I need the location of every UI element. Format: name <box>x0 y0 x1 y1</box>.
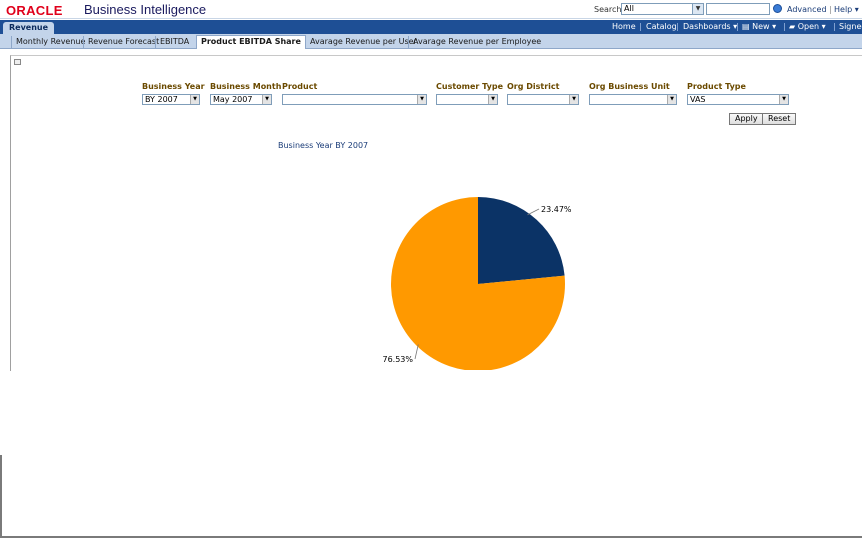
tab-average-revenue-per-user[interactable]: Avarage Revenue per User <box>305 36 421 49</box>
dashboard-name-tab[interactable]: Revenue <box>3 22 55 34</box>
tab-product-ebitda-share[interactable]: Product EBITDA Share <box>196 35 306 49</box>
prompt-label-org-business-unit: Org Business Unit <box>589 82 670 91</box>
chevron-down-icon[interactable]: ▼ <box>488 95 497 104</box>
tab-monthly-revenue[interactable]: Monthly Revenue <box>11 36 89 49</box>
nav-divider <box>640 23 641 31</box>
new-menu[interactable]: ▤ New ▾ <box>742 22 777 31</box>
open-menu[interactable]: ▰ Open ▾ <box>789 22 826 31</box>
window-border-left <box>0 455 2 538</box>
apply-button[interactable]: Apply <box>729 113 764 125</box>
prompt-label-org-district: Org District <box>507 82 560 91</box>
page-tab-strip: Monthly Revenue Revenue Forecast EBITDA … <box>0 34 862 49</box>
reset-button[interactable]: Reset <box>762 113 797 125</box>
header-divider: | <box>829 5 832 14</box>
collapse-section-icon[interactable] <box>14 59 21 65</box>
search-input[interactable] <box>706 3 770 15</box>
catalog-link[interactable]: Catalog <box>646 22 677 31</box>
pie-leader-line <box>527 208 540 216</box>
nav-divider <box>784 23 785 31</box>
dashboard-nav-bar: Revenue Home Catalog Dashboards ▾ ▤ New … <box>0 20 862 34</box>
chevron-down-icon[interactable]: ▼ <box>667 95 676 104</box>
signed-in-menu[interactable]: Signed <box>839 22 862 31</box>
business-year-value: BY 2007 <box>145 95 178 104</box>
chevron-down-icon[interactable]: ▼ <box>779 95 788 104</box>
chevron-down-icon[interactable]: ▼ <box>569 95 578 104</box>
open-label: Open <box>797 22 820 31</box>
search-scope-value: All <box>624 4 634 13</box>
advanced-search-link[interactable]: Advanced <box>787 5 827 14</box>
business-month-select[interactable]: May 2007 ▼ <box>210 94 272 105</box>
chevron-down-icon[interactable]: ▼ <box>262 95 271 104</box>
business-month-value: May 2007 <box>213 95 253 104</box>
product-type-value: VAS <box>690 95 706 104</box>
chevron-down-icon[interactable]: ▼ <box>190 95 199 104</box>
nav-divider <box>677 23 678 31</box>
prompt-label-business-month: Business Month <box>210 82 282 91</box>
prompt-label-customer-type: Customer Type <box>436 82 504 91</box>
window-border-bottom <box>0 536 862 538</box>
pie-slice-orange[interactable] <box>391 197 565 370</box>
search-label: Search <box>594 5 622 14</box>
nav-divider <box>737 23 738 31</box>
nav-divider <box>834 23 835 31</box>
product-type-select[interactable]: VAS ▼ <box>687 94 789 105</box>
pie-label-orange: 76.53% <box>382 355 413 364</box>
product-name: Business Intelligence <box>84 2 207 17</box>
chevron-down-icon[interactable]: ▼ <box>692 4 703 14</box>
customer-type-select[interactable]: ▼ <box>436 94 498 105</box>
folder-icon: ▰ <box>789 22 796 31</box>
chevron-down-icon[interactable]: ▼ <box>417 95 426 104</box>
tab-average-revenue-per-employee[interactable]: Avarage Revenue per Employee <box>408 36 545 49</box>
org-business-unit-select[interactable]: ▼ <box>589 94 677 105</box>
chart-title: Business Year BY 2007 <box>278 141 369 150</box>
new-doc-icon: ▤ <box>742 22 750 31</box>
search-scope-select[interactable]: All ▼ <box>621 3 704 15</box>
search-go-icon[interactable] <box>773 4 782 13</box>
pie-leader-line <box>414 344 419 360</box>
tab-revenue-forecast[interactable]: Revenue Forecast <box>83 36 163 49</box>
prompt-label-product-type: Product Type <box>687 82 746 91</box>
dashboards-label: Dashboards <box>683 22 731 31</box>
oracle-logo: ORACLE <box>6 3 63 18</box>
pie-chart: 23.47% 76.53% <box>382 197 572 370</box>
product-select[interactable]: ▼ <box>282 94 427 105</box>
org-district-select[interactable]: ▼ <box>507 94 579 105</box>
pie-label-navy: 23.47% <box>541 205 572 214</box>
home-link[interactable]: Home <box>612 22 636 31</box>
top-header: ORACLE Business Intelligence Search All … <box>0 0 862 19</box>
prompt-label-product: Product <box>282 82 318 91</box>
help-label: Help <box>834 5 853 14</box>
tab-ebitda[interactable]: EBITDA <box>155 36 193 49</box>
prompt-label-business-year: Business Year <box>142 82 205 91</box>
help-menu[interactable]: Help ▾ <box>834 5 859 14</box>
new-label: New <box>752 22 770 31</box>
business-year-select[interactable]: BY 2007 ▼ <box>142 94 200 105</box>
pie-slice-navy[interactable] <box>478 197 565 284</box>
dashboards-menu[interactable]: Dashboards ▾ <box>683 22 738 31</box>
